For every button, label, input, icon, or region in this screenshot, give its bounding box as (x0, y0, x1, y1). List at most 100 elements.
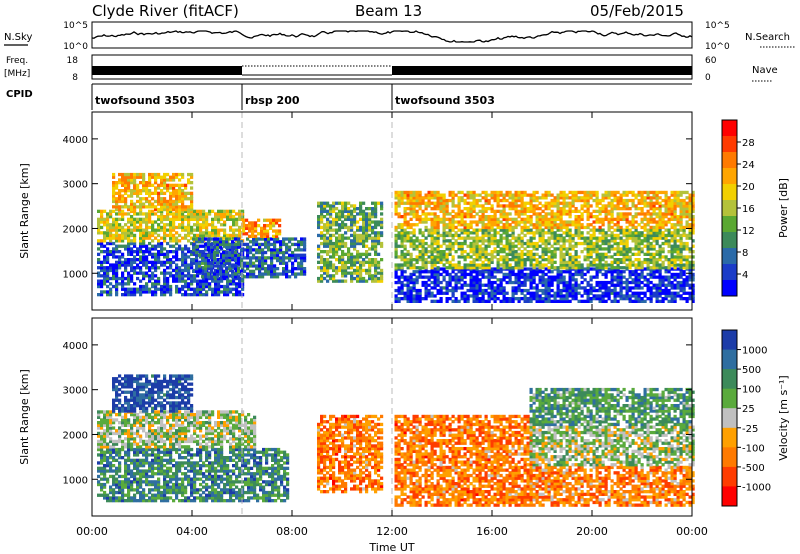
freq-label: Freq. (6, 56, 28, 66)
nsearch-label: N.Search (745, 32, 790, 43)
station-title: Clyde River (fitACF) (92, 2, 239, 20)
colorbar-swatch-2 (722, 136, 737, 153)
colorbar-swatch-3 (722, 152, 737, 169)
freq-tick-bottom: 8 (72, 73, 78, 83)
power-colorbar-label: Power [dB] (777, 178, 790, 238)
colorbar-tick-6: 8 (742, 248, 748, 259)
freq-panel: Freq. [MHz] 18 8 60 0 Nave (4, 54, 778, 83)
x-tick-label-1: 00:00 (76, 525, 108, 538)
y-tick-label-3: 3000 (63, 386, 88, 397)
y-tick-label-1: 1000 (63, 475, 88, 486)
y-tick-label-1: 1000 (63, 269, 88, 280)
y-tick-label-4: 4000 (63, 341, 88, 352)
colorbar-swatch-11 (722, 280, 737, 297)
power-ylabel: Slant Range [km] (18, 163, 31, 259)
colorbar-swatch-7 (722, 216, 737, 233)
cpid-strip: CPID twofsound 3503 rbsp 200 twofsound 350… (6, 83, 692, 110)
nave-tick-bottom: 0 (705, 73, 711, 83)
colorbar-tick-7: 4 (742, 270, 748, 281)
freq-tick-top: 18 (67, 56, 79, 66)
cpid-segment-2: rbsp 200 (245, 94, 300, 107)
y-tick-label-2: 2000 (63, 430, 88, 441)
scatter-region-4 (192, 237, 307, 279)
colorbar-swatch-6 (722, 200, 737, 217)
scatter-region-8 (529, 387, 695, 427)
colorbar-swatch-4 (722, 168, 737, 185)
colorbar-swatch-10 (722, 264, 737, 281)
colorbar-tick-1: 28 (742, 138, 755, 149)
scatter-region-9 (394, 190, 695, 230)
nsky-label: N.Sky (4, 32, 32, 43)
colorbar-tick-2: 24 (742, 160, 755, 171)
scatter-region-3 (112, 172, 194, 212)
x-axis-label: Time UT (368, 541, 414, 554)
colorbar-swatch-7 (722, 447, 737, 468)
nsearch-tick-bottom: 10^0 (705, 42, 730, 52)
nave-label: Nave (752, 65, 778, 76)
x-tick-label-7: 00:00 (676, 525, 708, 538)
nsky-tick-bottom: 10^0 (63, 42, 88, 52)
nsky-trace (91, 30, 693, 43)
colorbar-swatch-8 (722, 232, 737, 249)
scatter-region-7 (529, 425, 695, 467)
colorbar-swatch-5 (722, 408, 737, 429)
x-tick-label-4: 12:00 (376, 525, 408, 538)
beam-label: Beam 13 (355, 2, 422, 20)
colorbar-tick-1: 1000 (742, 346, 767, 357)
colorbar-tick-4: 25 (742, 404, 755, 415)
y-tick-label-4: 4000 (63, 135, 88, 146)
freq-unit-label: [MHz] (4, 69, 30, 79)
scatter-region-7 (394, 267, 695, 303)
time-axis: 00:00 04:00 08:00 12:00 16:00 20:00 00:00 (76, 112, 708, 538)
colorbar-tick-2: 500 (742, 365, 761, 376)
x-tick-label-3: 08:00 (276, 525, 308, 538)
colorbar-tick-7: -500 (742, 463, 765, 474)
scatter-region-4 (317, 414, 384, 494)
colorbar-swatch-6 (722, 427, 737, 448)
colorbar-tick-4: 16 (742, 204, 755, 215)
scatter-region-6 (317, 201, 384, 283)
date-label: 05/Feb/2015 (590, 2, 684, 20)
scatter-region-5 (394, 414, 533, 507)
colorbar-tick-3: 100 (742, 385, 761, 396)
scatter-region-2 (97, 410, 257, 449)
colorbar-swatch-2 (722, 349, 737, 370)
power-colorbar: 28 24 20 16 12 8 4 Power [dB] (721, 119, 790, 297)
colorbar-swatch-8 (722, 466, 737, 487)
scatter-region-8 (394, 228, 695, 270)
nsky-tick-top: 10^5 (63, 21, 88, 31)
colorbar-tick-6: -100 (742, 443, 765, 454)
scatter-region-6 (529, 465, 695, 507)
velocity-heatmap: 1000 2000 3000 4000 Slant Range [km] (18, 317, 695, 517)
nsky-panel: N.Sky 10^5 10^0 10^5 10^0 N.Search (4, 21, 795, 52)
colorbar-swatch-1 (722, 120, 737, 137)
colorbar-swatch-1 (722, 330, 737, 351)
cpid-segment-1: twofsound 3503 (95, 94, 195, 107)
x-tick-label-5: 16:00 (476, 525, 508, 538)
nave-tick-top: 60 (705, 56, 717, 66)
colorbar-swatch-9 (722, 486, 737, 507)
scatter-region-1 (97, 447, 290, 503)
colorbar-tick-3: 20 (742, 182, 755, 193)
x-tick-label-6: 20:00 (576, 525, 608, 538)
scatter-region-5 (242, 218, 282, 238)
colorbar-tick-8: -1000 (742, 482, 771, 493)
velocity-colorbar: 1000 500 100 25 -25 -100 -500 -1000 Velocity [m… (721, 329, 790, 507)
y-tick-label-2: 2000 (63, 224, 88, 235)
freq-bars (92, 65, 692, 76)
colorbar-swatch-5 (722, 184, 737, 201)
scatter-region-3 (112, 374, 194, 413)
velocity-ylabel: Slant Range [km] (18, 369, 31, 465)
colorbar-tick-5: 12 (742, 226, 755, 237)
colorbar-swatch-4 (722, 388, 737, 409)
freq-band-seg-2 (392, 66, 692, 75)
colorbar-swatch-3 (722, 369, 737, 390)
colorbar-tick-5: -25 (742, 424, 758, 435)
cpid-label: CPID (6, 89, 33, 100)
velocity-colorbar-label: Velocity [m s⁻¹] (777, 375, 790, 460)
power-heatmap: 1000 2000 3000 4000 Slant Range [km] (18, 111, 695, 311)
colorbar-swatch-9 (722, 248, 737, 265)
freq-band-seg-1 (92, 66, 242, 75)
y-tick-label-3: 3000 (63, 180, 88, 191)
